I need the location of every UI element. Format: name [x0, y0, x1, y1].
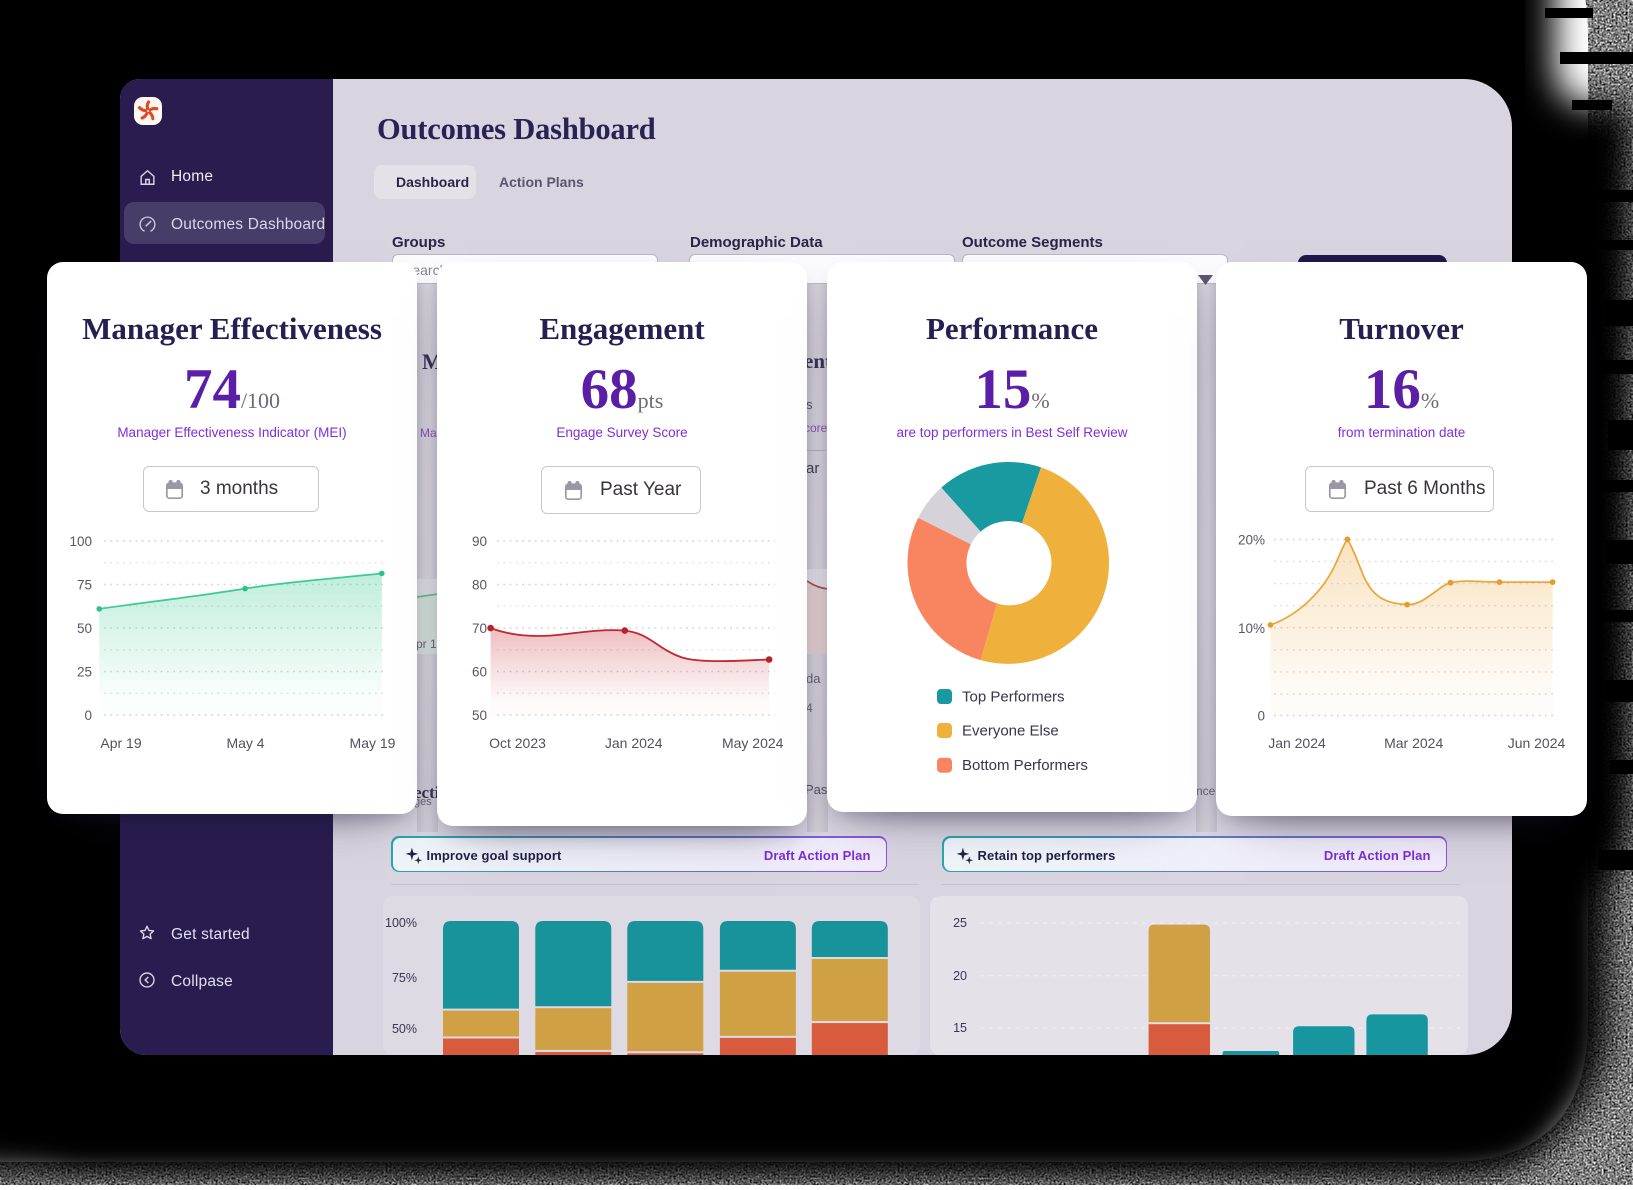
svg-text:Oct 2023: Oct 2023: [489, 735, 546, 751]
svg-text:Top Performers: Top Performers: [962, 689, 1065, 706]
svg-text:Bottom Performers: Bottom Performers: [962, 757, 1088, 774]
svg-text:May 19: May 19: [350, 735, 396, 751]
svg-text:100: 100: [69, 534, 92, 549]
svg-text:90: 90: [472, 534, 487, 549]
svg-text:70: 70: [472, 621, 487, 636]
svg-text:80: 80: [472, 578, 487, 593]
svg-text:May 2024: May 2024: [722, 735, 784, 751]
svg-text:60: 60: [472, 665, 487, 680]
svg-text:50: 50: [472, 708, 487, 723]
svg-text:75: 75: [77, 578, 92, 593]
svg-text:0: 0: [84, 708, 92, 723]
svg-text:Jun 2024: Jun 2024: [1508, 735, 1566, 751]
svg-text:0: 0: [1257, 709, 1265, 724]
svg-text:Jan 2024: Jan 2024: [605, 735, 663, 751]
svg-text:Everyone Else: Everyone Else: [962, 723, 1059, 740]
svg-text:20%: 20%: [1238, 533, 1265, 548]
svg-text:May 4: May 4: [226, 735, 264, 751]
svg-text:Jan 2024: Jan 2024: [1268, 735, 1326, 751]
svg-text:Apr 19: Apr 19: [100, 735, 141, 751]
svg-text:10%: 10%: [1238, 621, 1265, 636]
svg-text:25: 25: [77, 665, 92, 680]
svg-text:50: 50: [77, 621, 92, 636]
svg-text:Mar 2024: Mar 2024: [1384, 735, 1443, 751]
